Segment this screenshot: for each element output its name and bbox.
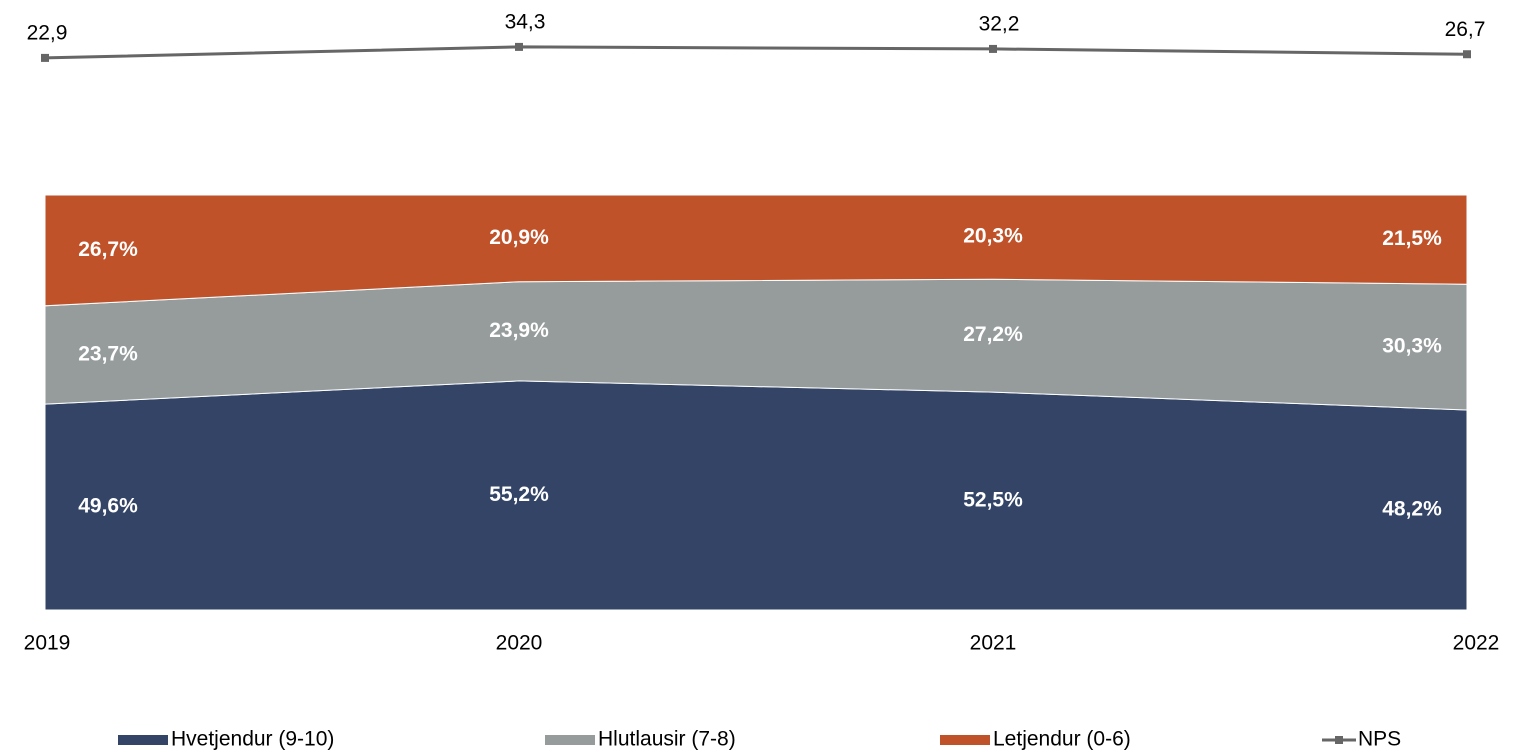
data-label: 26,7: [1445, 18, 1486, 41]
marker: [41, 53, 49, 62]
x-tick-label: 2022: [1453, 632, 1500, 655]
legend-item: Hlutlausir (7-8): [545, 728, 736, 751]
data-label: 20,9%: [489, 226, 549, 249]
legend-label: Letjendur (0-6): [993, 728, 1131, 751]
legend-label: NPS: [1358, 728, 1401, 751]
data-label: 21,5%: [1382, 227, 1442, 250]
legend-label: Hlutlausir (7-8): [598, 728, 736, 751]
line: [44, 45, 1468, 60]
legend-swatch: [940, 735, 990, 745]
data-label: 26,7%: [78, 238, 138, 261]
marker: [515, 42, 523, 51]
data-label: 20,3%: [963, 225, 1023, 248]
data-label: 48,2%: [1382, 498, 1442, 521]
marker: [989, 44, 997, 53]
legend-swatch: [118, 735, 168, 745]
legend-item: Letjendur (0-6): [940, 728, 1131, 751]
data-label: 23,9%: [489, 319, 549, 342]
x-tick-label: 2020: [496, 632, 543, 655]
data-label: 23,7%: [78, 343, 138, 366]
data-label: 30,3%: [1382, 335, 1442, 358]
legend-item: Hvetjendur (9-10): [118, 728, 334, 751]
marker: [1463, 50, 1471, 59]
data-label: 49,6%: [78, 495, 138, 518]
legend-marker: [1335, 736, 1343, 744]
area: [44, 380, 1468, 611]
legend-label: Hvetjendur (9-10): [171, 728, 334, 751]
data-label: 22,9: [27, 21, 68, 44]
x-tick-label: 2019: [24, 632, 71, 655]
data-label: 52,5%: [963, 489, 1023, 512]
data-label: 32,2: [979, 12, 1020, 35]
data-label: 27,2%: [963, 323, 1023, 346]
x-tick-label: 2021: [970, 632, 1017, 655]
area: [44, 194, 1468, 307]
legend-swatch: [545, 735, 595, 745]
data-label: 55,2%: [489, 483, 549, 506]
legend-item: NPS: [1322, 728, 1401, 751]
data-label: 34,3: [505, 10, 546, 33]
